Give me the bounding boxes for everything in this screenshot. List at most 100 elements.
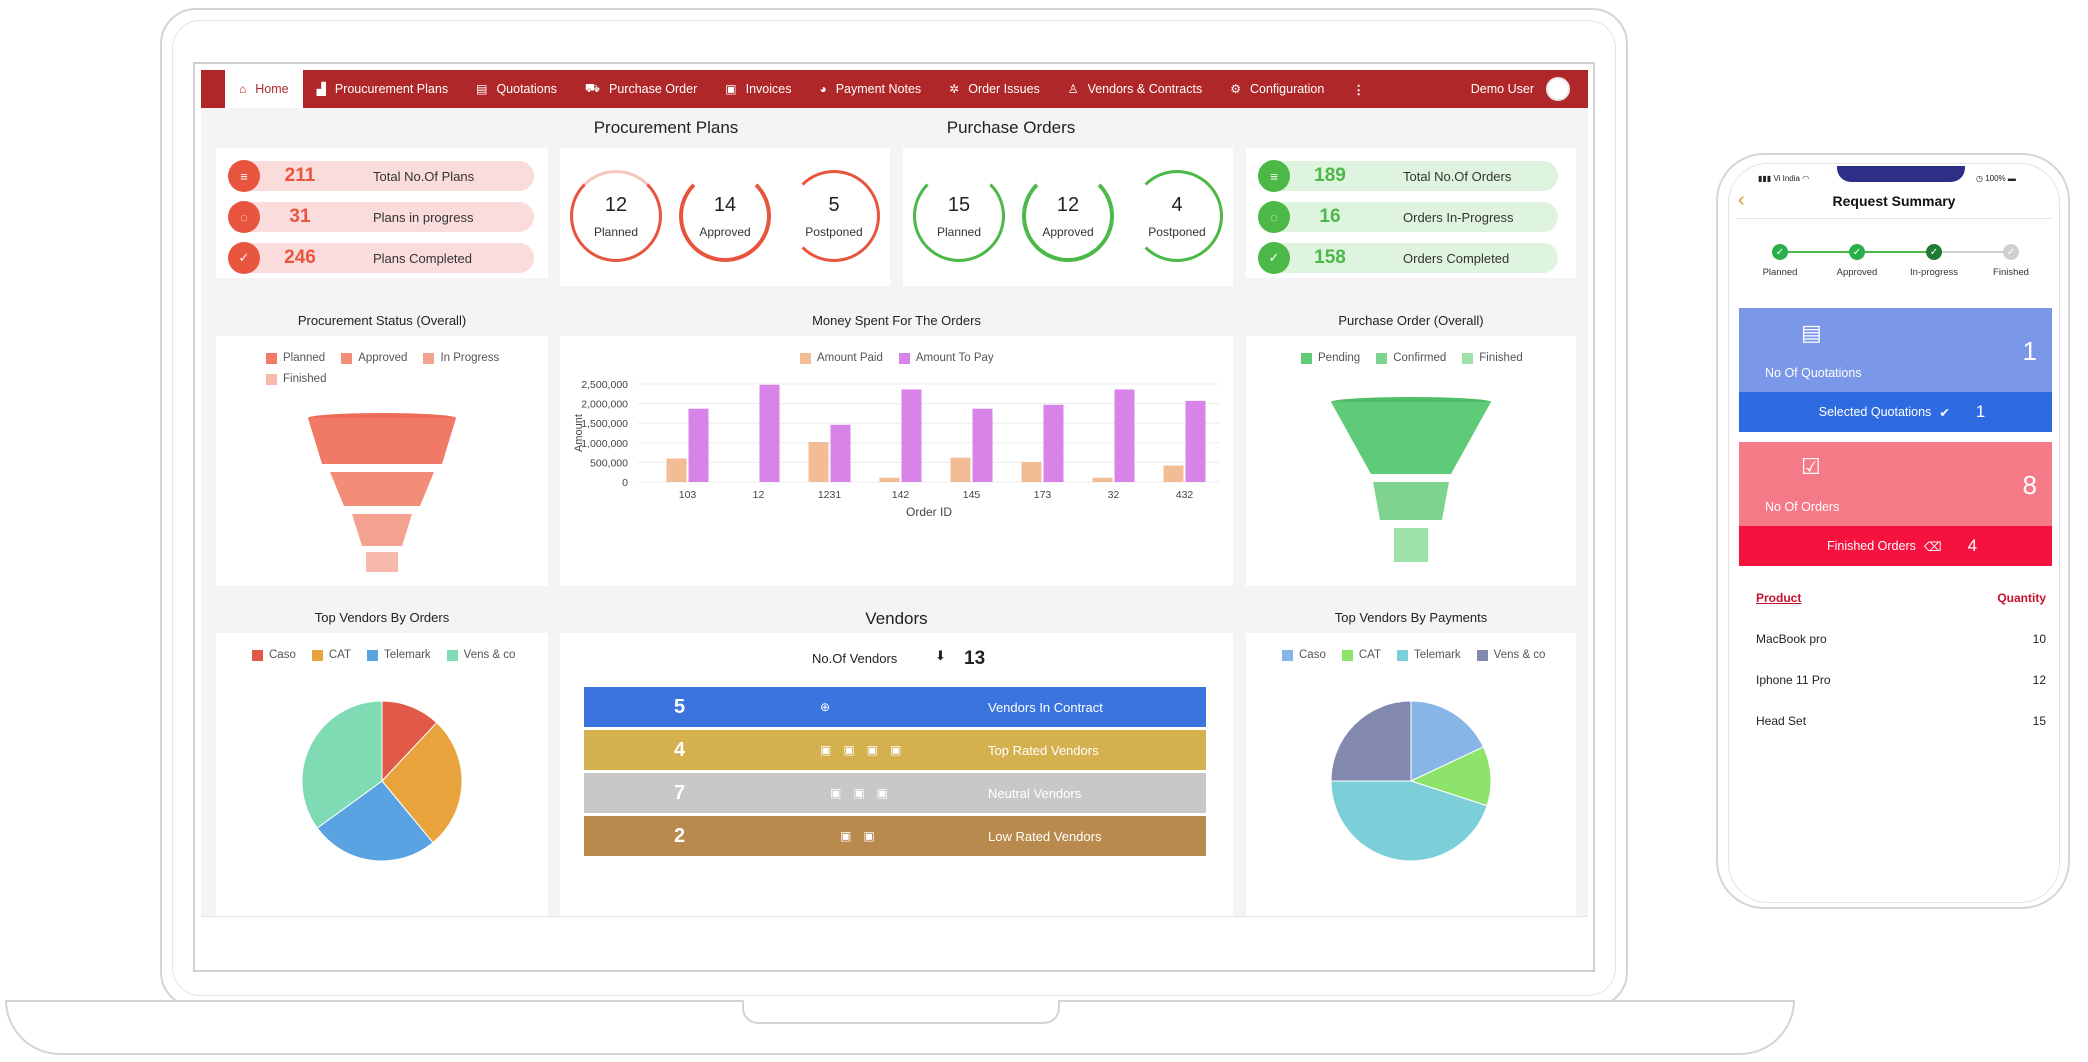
bar-amount-to-pay[interactable] [688,408,709,482]
product-header[interactable]: Product [1756,591,1802,605]
bug-icon: ✲ [949,82,960,96]
legend-item[interactable]: In Progress [423,352,499,364]
more-menu-icon[interactable]: ⋮ [1352,82,1365,97]
bar-amount-paid[interactable] [666,458,687,482]
nav-configuration[interactable]: ⚙ Configuration [1216,70,1338,108]
table-row[interactable]: Head Set 15 [1756,714,2046,728]
orders-tile[interactable]: ☑ No Of Orders 8 [1739,442,2052,526]
finished-orders-bar[interactable]: Finished Orders ⌫ 4 [1739,526,2052,566]
plans-progress-label: Plans in progress [373,209,474,225]
nav-invoices[interactable]: ▣ Invoices [711,70,805,108]
pie-slice-caso[interactable] [381,700,438,783]
bar-amount-paid[interactable] [1092,477,1113,482]
funnel-in-progress[interactable] [352,514,412,546]
top-rated-vendors-bar[interactable]: 4 ▣▣▣▣ Top Rated Vendors [584,730,1206,770]
quotations-tile[interactable]: ▤ No Of Quotations 1 [1739,308,2052,392]
neutral-vendors-bar[interactable]: 7 ▣▣▣ Neutral Vendors [584,773,1206,813]
legend-label: CAT [1358,649,1382,661]
funnel-approved[interactable] [330,472,434,506]
orders-completed-value: 158 [1314,247,1346,268]
funnel-finished[interactable] [366,552,398,572]
nav-home[interactable]: ⌂ Home [225,70,303,108]
legend-item[interactable]: Finished [1462,352,1523,364]
bar-amount-paid[interactable] [879,477,900,482]
x-tick-label: 32 [1108,489,1120,501]
chart-icon: ▟ [316,82,326,96]
pie-slice-telemark[interactable] [1330,780,1488,862]
legend-item[interactable]: Confirmed [1376,352,1446,364]
bar-amount-paid[interactable] [808,442,829,482]
back-chevron-icon[interactable]: ‹ [1738,189,1745,211]
bar-amount-paid[interactable] [950,457,971,482]
step-line-pending [1932,251,2004,253]
wifi-icon: ◠ [1802,174,1810,183]
selected-quotations-bar[interactable]: Selected Quotations ✔ 1 [1739,392,2052,432]
funnel-confirmed[interactable] [1373,482,1449,520]
pie-slice-cat[interactable] [1409,746,1492,807]
y-axis-label: Amount [573,414,585,452]
nav-quotations[interactable]: ▤ Quotations [462,70,571,108]
legend-item[interactable]: Telemark [1397,649,1461,661]
document-icon: ▤ [476,82,488,96]
pie-slice-vens-co[interactable] [1330,700,1412,782]
table-row[interactable]: MacBook pro 10 [1756,632,2046,646]
bar-amount-paid[interactable] [1163,465,1184,482]
legend-item[interactable]: Vens & co [446,649,515,661]
user-menu[interactable]: Demo User [1471,70,1570,108]
x-tick-label: 142 [892,489,910,501]
legend-item[interactable]: CAT [1341,649,1382,661]
bar-amount-to-pay[interactable] [901,389,922,482]
sliders-icon: ≡ [228,160,260,192]
y-tick-label: 2,500,000 [581,379,628,391]
legend-item[interactable]: Pending [1301,352,1360,364]
y-tick-label: 0 [622,477,628,489]
funnel-planned[interactable] [308,418,456,464]
pie-slice-cat[interactable] [381,721,463,844]
avatar[interactable] [1546,77,1570,101]
funnel-pending[interactable] [1331,402,1491,474]
nav-payment-notes[interactable]: ◕ Payment Notes [805,70,935,108]
bar-amount-to-pay[interactable] [759,384,780,482]
check-double-icon: ✔ [1939,405,1950,420]
top-vendors-payments-title: Top Vendors By Payments [1334,610,1488,625]
pie-slice-vens-co[interactable] [301,700,383,829]
nav-procurement-plans[interactable]: ▟ Proucurement Plans [303,70,463,108]
bar-amount-to-pay[interactable] [972,408,993,482]
quantity-header[interactable]: Quantity [1997,591,2046,605]
low-rated-vendors-bar[interactable]: 2 ▣▣ Low Rated Vendors [584,816,1206,856]
phone-screen: ▮▮▮ Vi India ◠ ◷ 100% ▬ ‹ Request Summar… [1736,166,2052,890]
bar-amount-paid[interactable] [1021,462,1042,482]
nav-vendors-contracts[interactable]: ♙ Vendors & Contracts [1054,70,1216,108]
legend-item[interactable]: Telemark [367,649,431,661]
pie-slice-caso[interactable] [1410,700,1485,782]
table-row[interactable]: Iphone 11 Pro 12 [1756,673,2046,687]
legend-swatch [446,649,458,661]
vendors-in-contract-bar[interactable]: 5 ⊕ Vendors In Contract [584,687,1206,727]
battery-icon: ▬ [2007,174,2016,183]
legend-item[interactable]: Caso [1282,649,1326,661]
nav-order-issues[interactable]: ✲ Order Issues [935,70,1054,108]
pie-slice-telemark[interactable] [316,780,434,862]
user-name: Demo User [1470,82,1534,96]
bar-amount-to-pay[interactable] [1114,389,1135,482]
legend-item[interactable]: Caso [252,649,296,661]
bar-amount-to-pay[interactable] [1043,404,1064,482]
legend-item[interactable]: Approved [341,352,407,364]
funnel-finished[interactable] [1394,528,1428,562]
orders-progress-value: 16 [1319,206,1341,227]
nav-purchase-order[interactable]: ⛟ Purchase Order [571,70,711,108]
legend-item[interactable]: Amount To Pay [898,352,994,364]
backspace-icon: ⌫ [1923,539,1942,554]
product-name: Head Set [1756,714,1807,728]
legend-item[interactable]: Finished [266,373,326,385]
legend-item[interactable]: Vens & co [1476,649,1545,661]
step-check-icon: ✓ [2003,244,2019,260]
legend-item[interactable]: CAT [311,649,351,661]
legend-item[interactable]: Planned [266,352,325,364]
bar-amount-to-pay[interactable] [830,424,851,482]
product-qty: 10 [2032,632,2046,646]
x-tick-label: 432 [1176,489,1194,501]
legend-item[interactable]: Amount Paid [800,352,883,364]
bar-amount-to-pay[interactable] [1185,400,1206,482]
y-tick-label: 1,000,000 [581,438,628,450]
